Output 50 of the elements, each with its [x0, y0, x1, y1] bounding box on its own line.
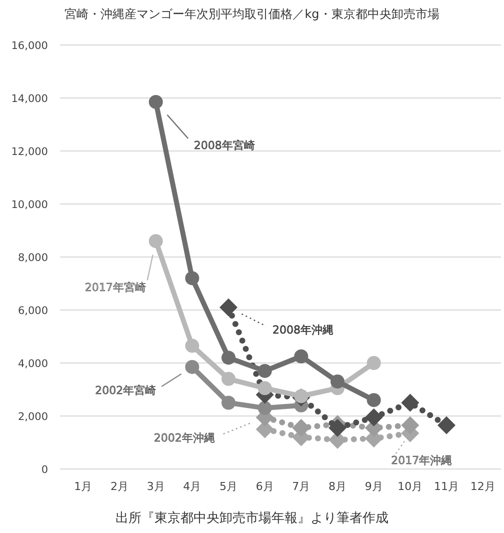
text: 2002年沖縄 — [154, 431, 215, 444]
x-tick-label: 11月 — [434, 480, 459, 493]
text: 2008年沖縄 — [272, 323, 334, 336]
x-tick-label: 10月 — [398, 480, 423, 493]
point — [438, 416, 456, 434]
x-tick-label: 12月 — [470, 480, 496, 493]
point — [185, 271, 200, 286]
legend-label: 2017年宮崎 — [84, 281, 146, 294]
y-tick-label: 4,000 — [18, 358, 48, 370]
y-tick-label: 10,000 — [11, 199, 48, 211]
x-tick-label: 4月 — [183, 480, 202, 493]
point — [222, 350, 236, 365]
x-tick-label: 1月 — [74, 480, 92, 493]
point — [401, 416, 420, 434]
y-tick-label: 6,000 — [18, 305, 48, 317]
x-tick-label: 9月 — [364, 480, 383, 493]
point — [364, 408, 383, 426]
y-tick-label: 0 — [41, 464, 48, 476]
text: 出所『東京都中央卸売市場年報』より筆者作成 — [116, 511, 388, 526]
point — [185, 338, 200, 353]
text: 2008年宮崎 — [194, 138, 255, 152]
point — [222, 372, 236, 386]
y-tick-label: 8,000 — [18, 252, 48, 264]
point — [330, 374, 344, 389]
text: 2002年宮崎 — [95, 384, 156, 397]
point — [222, 396, 236, 410]
point — [366, 356, 381, 370]
point — [258, 364, 272, 378]
point — [258, 401, 272, 416]
point — [294, 349, 308, 364]
x-tick-label: 3月 — [146, 480, 165, 493]
legend-label: 2017年沖縄 — [391, 454, 452, 468]
point — [148, 94, 163, 109]
x-tick-label: 5月 — [220, 480, 238, 493]
chart-title: 宮崎・沖縄産マンゴー年次別平均取引価格／kg・東京都中央卸売市場 — [64, 7, 440, 21]
point — [148, 234, 163, 248]
x-tick-label: 7月 — [292, 480, 310, 493]
point — [366, 393, 381, 408]
point — [258, 381, 272, 396]
y-tick-label: 2,000 — [18, 411, 48, 423]
y-tick-label: 16,000 — [11, 40, 48, 52]
x-tick-label: 2月 — [110, 480, 128, 493]
y-tick-label: 14,000 — [11, 93, 48, 105]
point — [401, 394, 420, 412]
x-tick-label: 8月 — [328, 480, 346, 493]
x-tick-label: 6月 — [256, 480, 274, 493]
point — [328, 418, 346, 437]
point — [220, 298, 238, 316]
y-tick-label: 12,000 — [11, 146, 48, 158]
point — [185, 360, 200, 374]
